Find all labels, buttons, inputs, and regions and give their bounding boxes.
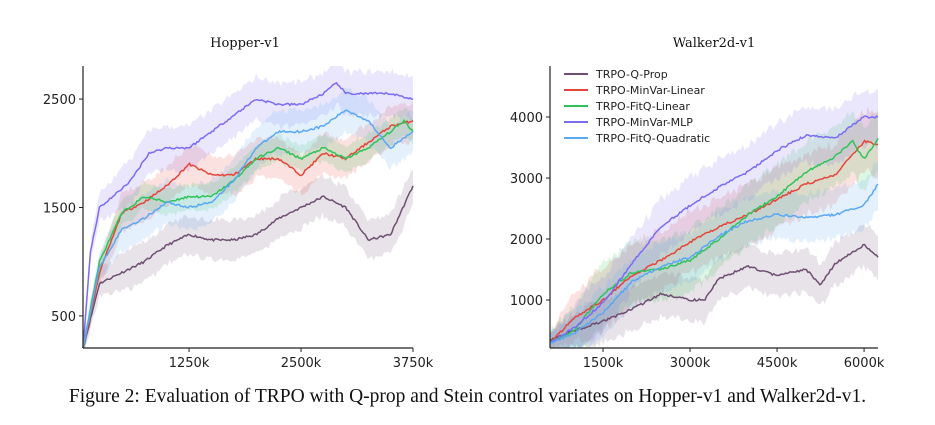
y-tick-label: 4000 (510, 111, 543, 126)
figure-caption: Figure 2: Evaluation of TRPO with Q-prop… (68, 386, 867, 407)
legend: TRPO-Q-Prop TRPO-MinVar-Linear TRPO-FitQ-L… (564, 68, 710, 145)
y-tick-label: 1000 (510, 294, 543, 309)
legend-label: TRPO-MinVar-Linear (595, 84, 705, 97)
chart-1: Walker2d-v1 1500k 3000k 4500k 6000k 1000 2000 3… (510, 36, 885, 371)
series-line-trpo-fitq-linear (82, 118, 414, 349)
series-line-trpo-minvar-mlp (549, 115, 879, 344)
legend-label: TRPO-FitQ-Linear (595, 100, 690, 113)
series-line-trpo-fitq-linear (549, 138, 879, 344)
chart-title: Walker2d-v1 (673, 36, 756, 51)
band-trpo-fitq-linear (83, 107, 413, 349)
band-trpo-minvar-mlp (83, 66, 413, 348)
series-line-trpo-fitq-quadratic (549, 183, 879, 344)
band-trpo-fitq-quadratic (550, 159, 878, 348)
x-tick-label: 4500k (757, 356, 798, 371)
chart-title: Hopper-v1 (210, 36, 280, 51)
y-tick-label: 500 (51, 310, 76, 325)
band-trpo-minvar-linear (550, 106, 878, 348)
chart-0: Hopper-v1 1250k 2500k 3750k 500 1500 2500 (43, 36, 434, 371)
y-tick-label: 2000 (510, 233, 543, 248)
x-tick-label: 3750k (393, 356, 434, 371)
x-tick-label: 6000k (844, 356, 885, 371)
y-tick-label: 2500 (43, 93, 76, 108)
band-trpo-fitq-linear (550, 107, 878, 348)
x-tick-label: 1500k (583, 356, 624, 371)
band-trpo-q-prop (83, 169, 413, 348)
x-tick-label: 1250k (169, 356, 210, 371)
series-line-trpo-minvar-mlp (82, 81, 414, 349)
series-line-trpo-fitq-quadratic (82, 109, 414, 349)
x-tick-label: 2500k (281, 356, 322, 371)
band-trpo-minvar-linear (83, 100, 413, 348)
series-line-trpo-minvar-linear (82, 120, 414, 349)
band-trpo-fitq-quadratic (83, 87, 413, 348)
y-tick-label: 3000 (510, 172, 543, 187)
x-tick-label: 3000k (670, 356, 711, 371)
legend-label: TRPO-FitQ-Quadratic (595, 132, 710, 145)
series-line-trpo-q-prop (549, 243, 879, 342)
y-tick-label: 1500 (43, 201, 76, 216)
series-line-trpo-q-prop (82, 185, 414, 349)
legend-label: TRPO-MinVar-MLP (595, 116, 693, 129)
band-trpo-minvar-mlp (550, 89, 878, 349)
legend-label: TRPO-Q-Prop (595, 68, 668, 81)
